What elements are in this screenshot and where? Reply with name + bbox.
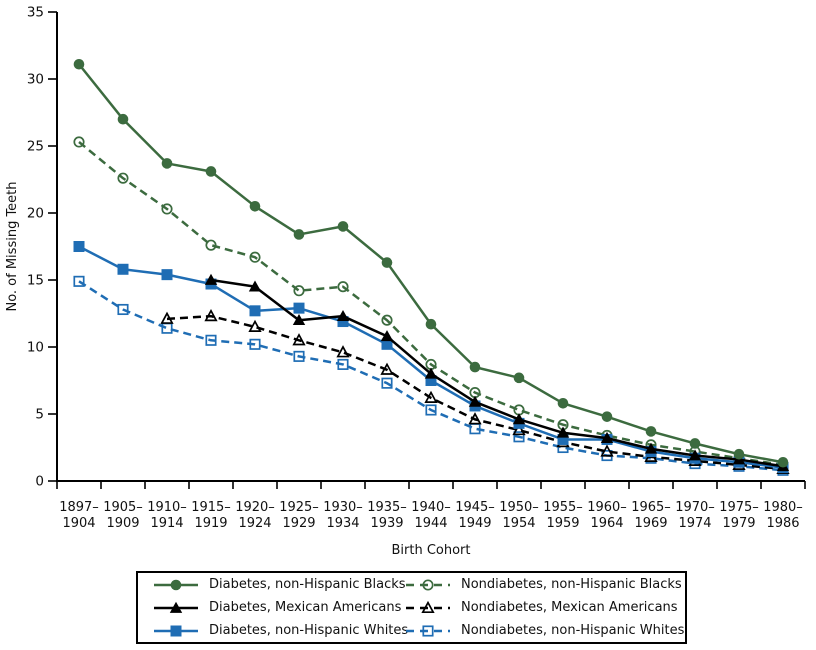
legend-label: Nondiabetes, Mexican Americans	[461, 600, 678, 615]
x-tick-label: 1970–	[675, 500, 715, 515]
x-tick-label: 1904	[62, 516, 95, 531]
x-tick-label: 1954	[502, 516, 535, 531]
legend: Diabetes, non-Hispanic Blacks Diabetes, …	[136, 571, 687, 644]
legend-item-nondiabetes-mexican: Nondiabetes, Mexican Americans	[405, 596, 685, 619]
legend-item-nondiabetes-whites: Nondiabetes, non-Hispanic Whites	[405, 619, 685, 642]
x-tick-label: 1979	[722, 516, 755, 531]
series-nondiabetes-non-hispanic-blacks	[73, 136, 789, 471]
y-tick-label: 10	[27, 340, 44, 356]
legend-item-nondiabetes-blacks: Nondiabetes, non-Hispanic Blacks	[405, 573, 685, 596]
x-tick-label: 1935–	[367, 500, 407, 515]
x-tick-label: 1950–	[499, 500, 539, 515]
x-tick-label: 1915–	[191, 500, 231, 515]
x-tick-label: 1980–	[763, 500, 803, 515]
y-tick-label: 30	[27, 72, 44, 88]
series-diabetes-non-hispanic-whites	[73, 241, 789, 474]
missing-teeth-line-chart: 051015202530351897–19041905–19091910–191…	[5, 5, 806, 558]
legend-swatch-solid-triangle-icon	[154, 601, 198, 613]
legend-item-diabetes-whites: Diabetes, non-Hispanic Whites	[153, 619, 409, 642]
x-tick-label: 1939	[370, 516, 403, 531]
x-tick-label: 1945–	[455, 500, 495, 515]
legend-swatch-solid-square-icon	[154, 625, 198, 636]
series-diabetes-non-hispanic-blacks	[73, 58, 789, 468]
x-tick-label: 1969	[634, 516, 667, 531]
legend-column-nondiabetes: Nondiabetes, non-Hispanic Blacks Nondiab…	[405, 573, 685, 642]
y-tick-label: 0	[35, 474, 44, 490]
x-axis-labels: 1897–1904 1905–1909 1910–1914 1915–1919 1920…	[59, 500, 803, 531]
x-tick-label: 1919	[194, 516, 227, 531]
y-tick-label: 20	[27, 206, 44, 222]
legend-item-diabetes-blacks: Diabetes, non-Hispanic Blacks	[153, 573, 406, 596]
x-tick-label: 1940–	[411, 500, 451, 515]
series-diabetes-mexican-americans	[204, 273, 790, 472]
x-tick-label: 1924	[238, 516, 271, 531]
y-tick-label: 25	[27, 139, 44, 155]
x-tick-label: 1974	[678, 516, 711, 531]
x-tick-label: 1960–	[587, 500, 627, 515]
legend-item-diabetes-mexican: Diabetes, Mexican Americans	[153, 596, 405, 619]
x-tick-label: 1897–	[59, 500, 99, 515]
x-axis-title: Birth Cohort	[391, 543, 470, 558]
x-tick-label: 1949	[458, 516, 491, 531]
x-tick-label: 1909	[106, 516, 139, 531]
x-tick-label: 1905–	[103, 500, 143, 515]
x-tick-label: 1955–	[543, 500, 583, 515]
y-tick-label: 35	[27, 5, 44, 21]
x-tick-label: 1986	[766, 516, 799, 531]
legend-swatch-solid-circle-icon	[154, 579, 198, 590]
x-tick-label: 1914	[150, 516, 183, 531]
y-tick-label: 15	[27, 273, 44, 289]
x-tick-label: 1920–	[235, 500, 275, 515]
legend-swatch-dashed-open-circle-icon	[406, 578, 450, 591]
x-tick-label: 1930–	[323, 500, 363, 515]
x-axis-ticks	[56, 481, 806, 489]
legend-label: Diabetes, Mexican Americans	[209, 600, 402, 615]
y-tick-label: 5	[35, 407, 44, 423]
x-tick-label: 1934	[326, 516, 359, 531]
axes	[56, 12, 805, 482]
legend-swatch-dashed-open-square-icon	[406, 624, 450, 637]
x-tick-label: 1964	[590, 516, 623, 531]
legend-label: Diabetes, non-Hispanic Blacks	[209, 577, 406, 592]
x-tick-label: 1944	[414, 516, 447, 531]
x-tick-label: 1975–	[719, 500, 759, 515]
y-axis-title: No. of Missing Teeth	[5, 181, 20, 311]
legend-label: Nondiabetes, non-Hispanic Whites	[461, 623, 685, 638]
x-tick-label: 1925–	[279, 500, 319, 515]
x-tick-label: 1965–	[631, 500, 671, 515]
legend-swatch-dashed-open-triangle-icon	[406, 600, 450, 613]
legend-label: Nondiabetes, non-Hispanic Blacks	[461, 577, 682, 592]
x-tick-label: 1959	[546, 516, 579, 531]
y-axis-ticks: 0 5 10 15 20 25 30 35	[27, 5, 57, 490]
x-tick-label: 1929	[282, 516, 315, 531]
x-tick-label: 1910–	[147, 500, 187, 515]
legend-label: Diabetes, non-Hispanic Whites	[209, 623, 409, 638]
legend-column-diabetes: Diabetes, non-Hispanic Blacks Diabetes, …	[138, 573, 409, 642]
